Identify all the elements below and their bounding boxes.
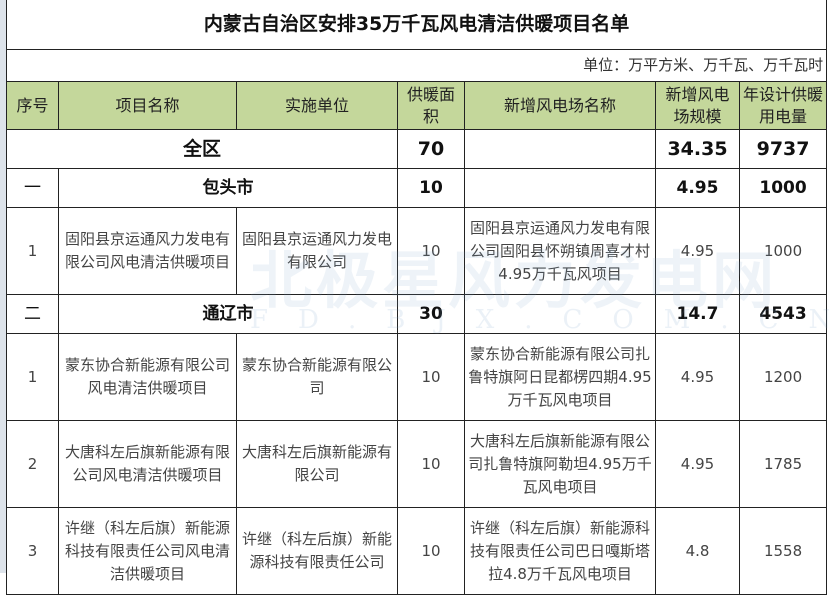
header-unit: 实施单位 [236,81,398,130]
cell-project: 蒙东协合新能源有限公司风电清洁供暖项目 [58,333,237,421]
project-table: 内蒙古自治区安排35万千瓦风电清洁供暖项目名单 单位：万平方米、万千瓦、万千瓦时… [5,0,828,595]
group-no: 二 [6,294,59,334]
table-row: 2 大唐科左后旗新能源有限公司风电清洁供暖项目 大唐科左后旗新能源有限公司 10 大唐科… [6,420,828,508]
cell-power: 1000 [738,207,828,295]
cell-unit: 许继（科左后旗）新能源科技有限责任公司 [236,507,398,595]
table-row: 1 固阳县京运通风力发电有限公司风电清洁供暖项目 固阳县京运通风力发电有限公司 10 固… [6,207,828,295]
group-scale: 4.95 [655,168,740,208]
group-power: 4543 [738,294,828,334]
cell-power: 1200 [738,333,828,421]
cell-area: 10 [397,420,465,508]
cell-no: 3 [6,507,59,595]
cell-scale: 4.95 [655,207,740,295]
header-project: 项目名称 [58,81,237,130]
group-row: 一包头市 10 4.95 1000 [6,168,828,208]
total-label: 全区 [6,129,398,169]
cell-scale: 4.8 [655,507,740,595]
cell-farm: 大唐科左后旗新能源有限公司扎鲁特旗阿勒坦4.95万千瓦风电项目 [464,420,656,508]
cell-farm: 蒙东协合新能源有限公司扎鲁特旗阿日昆都楞四期4.95万千瓦风电项目 [464,333,656,421]
cell-unit: 固阳县京运通风力发电有限公司 [236,207,398,295]
empty-cell [464,168,656,208]
cell-unit: 大唐科左后旗新能源有限公司 [236,420,398,508]
group-name: 通辽市 [58,294,398,334]
total-row: 全区 70 34.35 9737 [6,129,828,169]
total-scale: 34.35 [655,129,740,169]
empty-cell [464,129,656,169]
total-power: 9737 [738,129,828,169]
group-scale: 14.7 [655,294,740,334]
cell-project: 固阳县京运通风力发电有限公司风电清洁供暖项目 [58,207,237,295]
cell-unit: 蒙东协合新能源有限公司 [236,333,398,421]
cell-area: 10 [397,507,465,595]
header-farm: 新增风电场名称 [464,81,656,130]
cell-project: 大唐科左后旗新能源有限公司风电清洁供暖项目 [58,420,237,508]
cell-project: 许继（科左后旗）新能源科技有限责任公司风电清洁供暖项目 [58,507,237,595]
header-area: 供暖面积 [397,81,465,130]
cell-scale: 4.95 [655,420,740,508]
cell-no: 1 [6,207,59,295]
cell-scale: 4.95 [655,333,740,421]
table-row: 1 蒙东协合新能源有限公司风电清洁供暖项目 蒙东协合新能源有限公司 10 蒙东协合新能源… [6,333,828,421]
cell-power: 1785 [738,420,828,508]
cell-area: 10 [397,333,465,421]
empty-cell [464,294,656,334]
header-scale: 新增风电场规模 [655,81,740,130]
group-area: 10 [397,168,465,208]
header-row: 序号 项目名称 实施单位 供暖面积 新增风电场名称 新增风电场规模 年设计供暖用… [6,81,828,130]
header-power: 年设计供暖用电量 [738,81,828,130]
total-area: 70 [397,129,465,169]
page-title: 内蒙古自治区安排35万千瓦风电清洁供暖项目名单 [5,0,828,50]
cell-no: 1 [6,333,59,421]
group-no: 一 [6,168,59,208]
table-row: 3 许继（科左后旗）新能源科技有限责任公司风电清洁供暖项目 许继（科左后旗）新能源科… [6,507,828,595]
cell-no: 2 [6,420,59,508]
cell-area: 10 [397,207,465,295]
group-name: 包头市 [58,168,398,208]
header-no: 序号 [6,81,59,130]
group-row: 二通辽市 30 14.7 4543 [6,294,828,334]
cell-power: 1558 [738,507,828,595]
cell-farm: 固阳县京运通风力发电有限公司固阳县怀朔镇周喜才村4.95万千瓦风项目 [464,207,656,295]
group-power: 1000 [738,168,828,208]
group-area: 30 [397,294,465,334]
cell-farm: 许继（科左后旗）新能源科技有限责任公司巴日嘎斯塔拉4.8万千瓦风电项目 [464,507,656,595]
unit-note: 单位：万平方米、万千瓦、万千瓦时 [5,49,828,82]
